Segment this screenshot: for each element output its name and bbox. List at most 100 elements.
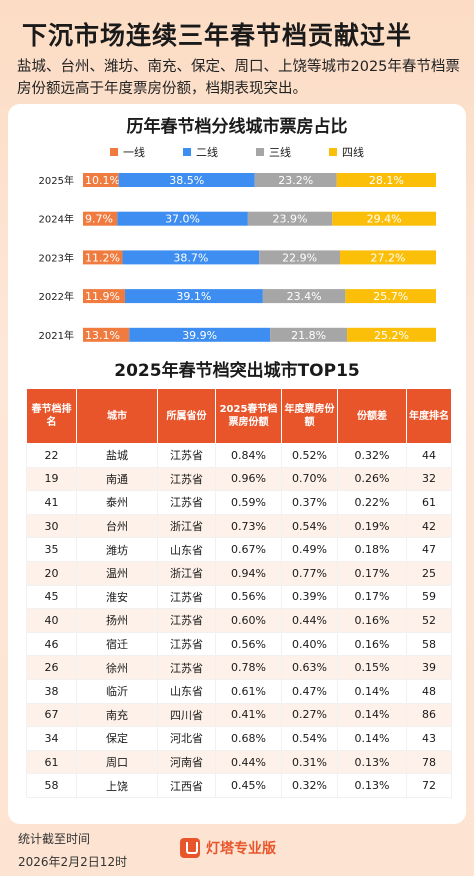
data-label: 22.9% — [282, 251, 317, 264]
table-cell: 22 — [26, 443, 77, 468]
table-cell: 34 — [26, 726, 77, 751]
table-cell: 扬州 — [76, 608, 158, 633]
table-cell: 江苏省 — [157, 490, 216, 515]
table-cell: 南充 — [76, 702, 158, 728]
table-cell: 温州 — [76, 560, 158, 586]
bar-segment — [259, 250, 340, 265]
data-label: 27.2% — [371, 251, 406, 264]
table-row: 41 泰州 江苏省 0.59% 0.37% 0.22% 61 — [26, 490, 452, 515]
table-cell: 61 — [26, 749, 77, 775]
table-cell: 江苏省 — [157, 584, 216, 610]
table-cell: 72 — [406, 773, 452, 798]
table-cell: 52 — [406, 608, 452, 633]
brand-name: 灯塔专业版 — [206, 841, 276, 857]
table-cell: 0.26% — [337, 466, 407, 492]
stacked-bar-chart: 2025年 10.1% 38.5% 23.2% 28.1% 2024年 9.7% 37.0% 2… — [39, 173, 436, 342]
legend-swatch — [329, 148, 337, 156]
table-cell: 26 — [26, 655, 77, 680]
data-label: 23.2% — [278, 174, 313, 187]
table-cell: 江苏省 — [157, 443, 216, 468]
table-cell: 0.14% — [337, 726, 407, 751]
table-cell: 潍坊 — [76, 537, 158, 562]
table-cell: 0.13% — [337, 749, 407, 775]
table-cell: 0.37% — [281, 490, 338, 515]
table-cell: 58 — [26, 773, 77, 798]
legend-label: 三线 — [269, 146, 291, 159]
column-header: 城市 — [76, 388, 158, 444]
bar-segment — [83, 289, 125, 304]
lighthouse-logo-icon — [180, 838, 200, 858]
data-label: 11.2% — [85, 251, 120, 264]
y-tick-label: 2023年 — [39, 251, 74, 264]
bar-segment — [270, 327, 348, 342]
table-row: 19 南通 江苏省 0.96% 0.70% 0.26% 32 — [26, 466, 452, 492]
table-cell: 江苏省 — [157, 631, 216, 657]
table-cell: 0.67% — [215, 537, 282, 562]
table-cell: 0.44% — [281, 608, 338, 633]
legend-label: 二线 — [196, 146, 218, 159]
bar-segment — [345, 289, 436, 304]
brand-logo: 灯塔专业版 — [180, 838, 276, 858]
chart-legend: 一线 二线 三线 四线 — [0, 144, 474, 160]
table-row: 22 盐城 江苏省 0.84% 0.52% 0.32% 44 — [26, 443, 452, 468]
table-cell: 山东省 — [157, 678, 216, 704]
table-cell: 保定 — [76, 726, 158, 751]
legend-item: 三线 — [256, 144, 291, 160]
table-cell: 0.68% — [215, 726, 282, 751]
table-cell: 43 — [406, 726, 452, 751]
table-cell: 徐州 — [76, 655, 158, 680]
y-tick-label: 2025年 — [39, 174, 74, 187]
data-label: 9.7% — [85, 213, 113, 226]
table-row: 34 保定 河北省 0.68% 0.54% 0.14% 43 — [26, 726, 452, 751]
table-row: 20 温州 浙江省 0.94% 0.77% 0.17% 25 — [26, 560, 452, 586]
table-cell: 78 — [406, 749, 452, 775]
footer-label: 统计截至时间 — [18, 832, 91, 846]
bar-segment — [129, 327, 271, 342]
table-header-row: 春节档排名 城市 所属省份 2025春节档票房份额 年度票房份额 份额差 年度排名 — [26, 388, 452, 444]
table-cell: 35 — [26, 537, 77, 562]
table-cell: 0.54% — [281, 513, 338, 539]
table-cell: 0.32% — [337, 443, 407, 468]
table-cell: 河北省 — [157, 726, 216, 751]
table-cell: 0.27% — [281, 702, 338, 728]
bar-segment — [83, 173, 119, 187]
table-row: 61 周口 河南省 0.44% 0.31% 0.13% 78 — [26, 749, 452, 775]
table-cell: 0.73% — [215, 513, 282, 539]
table-cell: 25 — [406, 560, 452, 586]
legend-item: 一线 — [110, 144, 145, 160]
table-cell: 59 — [406, 584, 452, 610]
table-cell: 0.84% — [215, 443, 282, 468]
table-cell: 0.63% — [281, 655, 338, 680]
table-cell: 台州 — [76, 513, 158, 539]
table-cell: 0.44% — [215, 749, 282, 775]
data-label: 28.1% — [369, 174, 404, 187]
table-row: 67 南充 四川省 0.41% 0.27% 0.14% 86 — [26, 702, 452, 728]
bar-segment — [247, 211, 333, 226]
bar-segment — [124, 289, 263, 304]
data-label: 37.0% — [165, 213, 200, 226]
table-cell: 0.52% — [281, 443, 338, 468]
column-header: 年度排名 — [406, 388, 452, 444]
page-subtitle: 盐城、台州、潍坊、南充、保定、周口、上饶等城市2025年春节档票房份额远高于年度… — [17, 59, 460, 97]
column-header: 份额差 — [337, 388, 407, 444]
table-cell: 19 — [26, 466, 77, 492]
table-cell: 浙江省 — [157, 513, 216, 539]
table-cell: 0.41% — [215, 702, 282, 728]
table-cell: 0.47% — [281, 678, 338, 704]
table-cell: 0.70% — [281, 466, 338, 492]
legend-item: 四线 — [329, 144, 364, 160]
table-cell: 泰州 — [76, 490, 158, 515]
table-cell: 20 — [26, 560, 77, 586]
table-cell: 0.49% — [281, 537, 338, 562]
table-cell: 41 — [26, 490, 77, 515]
data-label: 11.9% — [85, 290, 120, 303]
ranking-table: 春节档排名 城市 所属省份 2025春节档票房份额 年度票房份额 份额差 年度排名 22 盐城… — [26, 388, 452, 798]
table-cell: 0.13% — [337, 773, 407, 798]
table-cell: 44 — [406, 443, 452, 468]
table-cell: 南通 — [76, 466, 158, 492]
data-label: 39.9% — [182, 329, 217, 342]
table-cell: 45 — [26, 584, 77, 610]
table-cell: 山东省 — [157, 537, 216, 562]
table-row: 38 临沂 山东省 0.61% 0.47% 0.14% 48 — [26, 678, 452, 704]
